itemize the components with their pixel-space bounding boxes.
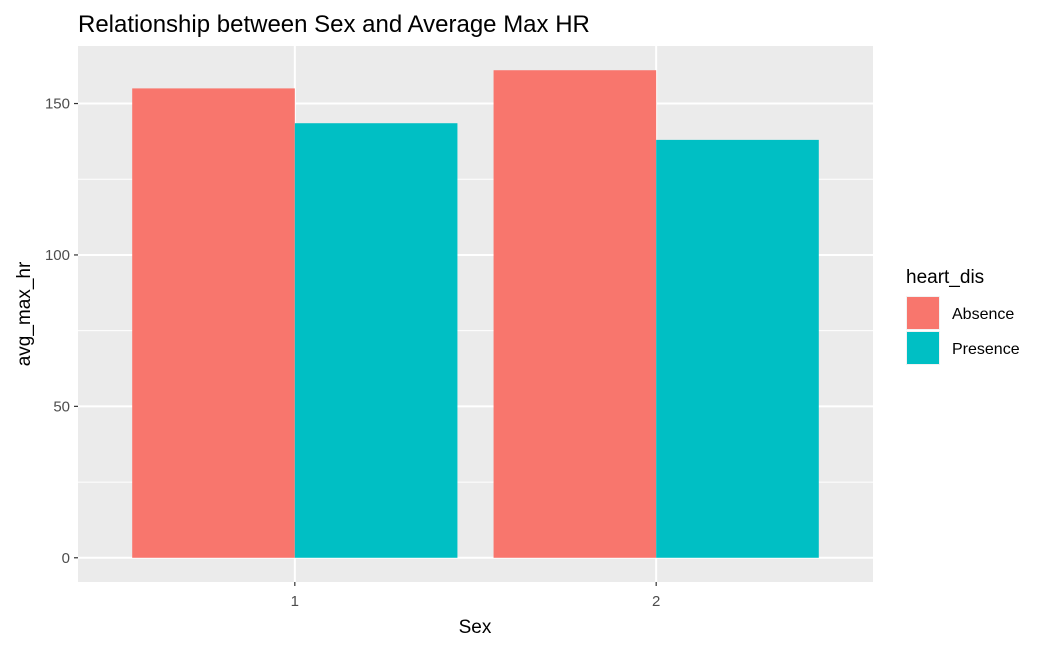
bar-absence-1 — [132, 88, 295, 558]
x-tick-label: 1 — [291, 593, 299, 610]
bar-presence-1 — [294, 123, 458, 558]
y-tick-label: 100 — [45, 247, 70, 264]
y-axis: 0 50 100 150 — [45, 96, 78, 567]
bars — [132, 70, 819, 558]
y-tick-label: 0 — [62, 550, 70, 567]
y-axis-title: avg_max_hr — [14, 261, 35, 366]
legend-title: heart_dis — [906, 267, 984, 288]
legend-label-presence: Presence — [952, 341, 1020, 358]
legend-swatch-presence — [907, 332, 939, 364]
bar-absence-2 — [493, 70, 657, 558]
bar-presence-2 — [656, 139, 819, 558]
x-axis-title: Sex — [459, 617, 492, 638]
chart-title: Relationship between Sex and Average Max… — [78, 11, 590, 38]
y-tick-label: 50 — [53, 398, 70, 415]
y-tick-label: 150 — [45, 96, 70, 113]
legend: heart_dis Absence Presence — [906, 267, 1020, 365]
legend-label-absence: Absence — [952, 306, 1014, 323]
legend-swatch-absence — [907, 297, 939, 329]
x-tick-label: 2 — [652, 593, 660, 610]
